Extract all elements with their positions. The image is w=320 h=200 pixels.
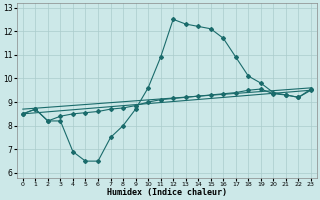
X-axis label: Humidex (Indice chaleur): Humidex (Indice chaleur) [107,188,227,197]
